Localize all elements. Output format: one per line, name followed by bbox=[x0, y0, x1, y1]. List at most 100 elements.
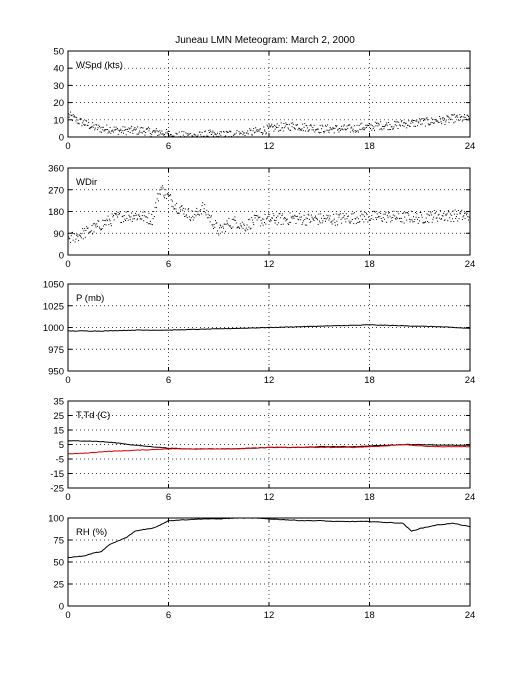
data-point bbox=[298, 128, 300, 129]
data-point bbox=[281, 215, 283, 216]
data-point bbox=[402, 213, 404, 214]
data-point bbox=[425, 217, 427, 219]
data-point bbox=[115, 129, 116, 131]
data-point bbox=[351, 213, 353, 215]
data-point bbox=[403, 222, 405, 224]
data-point bbox=[248, 226, 250, 228]
data-point bbox=[87, 125, 89, 126]
data-point bbox=[427, 119, 428, 121]
data-point bbox=[182, 209, 184, 211]
data-point bbox=[239, 223, 241, 225]
data-point bbox=[125, 134, 127, 136]
data-point bbox=[75, 120, 77, 122]
data-point bbox=[311, 129, 313, 131]
data-point bbox=[107, 132, 109, 134]
data-point bbox=[210, 131, 212, 133]
data-point bbox=[468, 216, 470, 218]
data-point bbox=[408, 214, 410, 216]
data-point bbox=[301, 224, 303, 225]
data-point bbox=[402, 212, 404, 214]
data-point bbox=[345, 129, 347, 131]
data-point bbox=[195, 215, 197, 217]
data-point bbox=[366, 126, 367, 128]
data-point bbox=[468, 117, 470, 119]
data-point bbox=[468, 219, 469, 221]
data-point bbox=[294, 215, 296, 217]
data-point bbox=[464, 114, 465, 116]
data-point bbox=[395, 218, 397, 220]
data-point bbox=[413, 120, 414, 121]
data-point bbox=[293, 217, 295, 219]
data-point bbox=[339, 213, 341, 215]
data-point bbox=[78, 123, 80, 125]
data-point bbox=[134, 127, 136, 128]
data-point bbox=[315, 129, 317, 131]
data-point bbox=[253, 132, 255, 134]
data-point bbox=[226, 131, 228, 133]
data-point bbox=[93, 231, 95, 233]
data-point bbox=[423, 222, 425, 224]
data-point bbox=[272, 217, 273, 219]
data-point bbox=[133, 129, 135, 131]
data-point bbox=[198, 213, 200, 215]
data-point bbox=[382, 217, 384, 219]
data-point bbox=[439, 217, 441, 219]
data-point bbox=[246, 224, 248, 226]
data-point bbox=[123, 132, 124, 134]
data-point bbox=[218, 135, 220, 137]
data-point bbox=[353, 212, 355, 214]
data-point bbox=[314, 217, 316, 218]
data-point bbox=[84, 228, 86, 230]
data-point bbox=[223, 130, 224, 132]
data-point bbox=[290, 216, 292, 218]
data-point bbox=[98, 126, 100, 128]
data-point bbox=[264, 130, 266, 132]
data-point bbox=[166, 198, 167, 199]
data-point bbox=[129, 132, 131, 133]
data-point bbox=[325, 124, 326, 126]
data-point bbox=[417, 218, 418, 220]
data-point bbox=[186, 217, 188, 219]
data-point bbox=[133, 218, 135, 220]
data-point bbox=[122, 126, 124, 128]
data-point bbox=[297, 218, 299, 220]
data-point bbox=[462, 216, 464, 218]
data-point bbox=[436, 217, 438, 219]
data-point bbox=[260, 219, 262, 221]
data-point bbox=[181, 131, 183, 133]
data-point bbox=[90, 231, 92, 233]
data-point bbox=[234, 216, 236, 218]
data-point bbox=[157, 200, 159, 202]
data-point bbox=[409, 126, 411, 127]
data-point bbox=[373, 126, 375, 128]
data-point bbox=[219, 227, 220, 229]
data-point bbox=[254, 131, 256, 133]
data-point bbox=[434, 119, 436, 121]
data-point bbox=[308, 214, 310, 216]
data-point bbox=[292, 123, 294, 125]
data-point bbox=[197, 211, 199, 213]
data-point bbox=[453, 114, 455, 116]
data-point bbox=[207, 213, 209, 215]
data-point bbox=[113, 131, 114, 133]
data-point bbox=[140, 131, 142, 133]
data-point bbox=[178, 131, 180, 133]
data-point bbox=[123, 130, 125, 131]
data-point bbox=[419, 120, 421, 122]
data-point bbox=[115, 126, 117, 128]
data-point bbox=[432, 118, 434, 120]
data-point bbox=[437, 220, 439, 222]
data-point bbox=[270, 126, 271, 128]
x-tick-label: 12 bbox=[264, 375, 275, 386]
data-point bbox=[465, 212, 467, 214]
y-tick-label: 0 bbox=[59, 602, 64, 613]
x-tick-label: 6 bbox=[166, 259, 171, 270]
data-point bbox=[302, 130, 304, 132]
data-point bbox=[421, 216, 423, 218]
data-point bbox=[328, 131, 330, 133]
data-point bbox=[331, 128, 333, 130]
data-point bbox=[123, 215, 125, 216]
data-point bbox=[461, 209, 463, 211]
data-point bbox=[266, 217, 268, 219]
